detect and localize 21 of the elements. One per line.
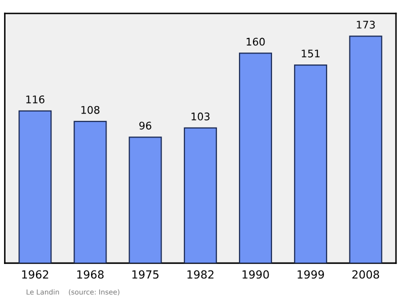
bar — [294, 64, 328, 264]
x-tick-label: 2008 — [352, 270, 380, 279]
x-tick-label: 1990 — [242, 270, 269, 279]
bar — [74, 120, 107, 264]
data-label: 108 — [81, 106, 100, 114]
data-label: 96 — [139, 122, 152, 130]
bar — [349, 36, 382, 264]
data-label: 151 — [302, 50, 320, 58]
data-label: 160 — [246, 38, 265, 46]
x-tick-label: 1982 — [187, 270, 214, 279]
bar — [184, 127, 217, 264]
bar — [18, 110, 52, 264]
data-label: 103 — [192, 112, 210, 120]
data-label: 116 — [26, 95, 44, 104]
x-tick-label: 1968 — [77, 270, 104, 279]
bar — [128, 136, 162, 264]
x-tick-label: 1999 — [298, 270, 324, 279]
bar — [238, 52, 272, 264]
data-label: 173 — [356, 20, 375, 29]
x-tick-label: 1962 — [22, 270, 48, 279]
x-tick-label: 1975 — [132, 270, 158, 279]
